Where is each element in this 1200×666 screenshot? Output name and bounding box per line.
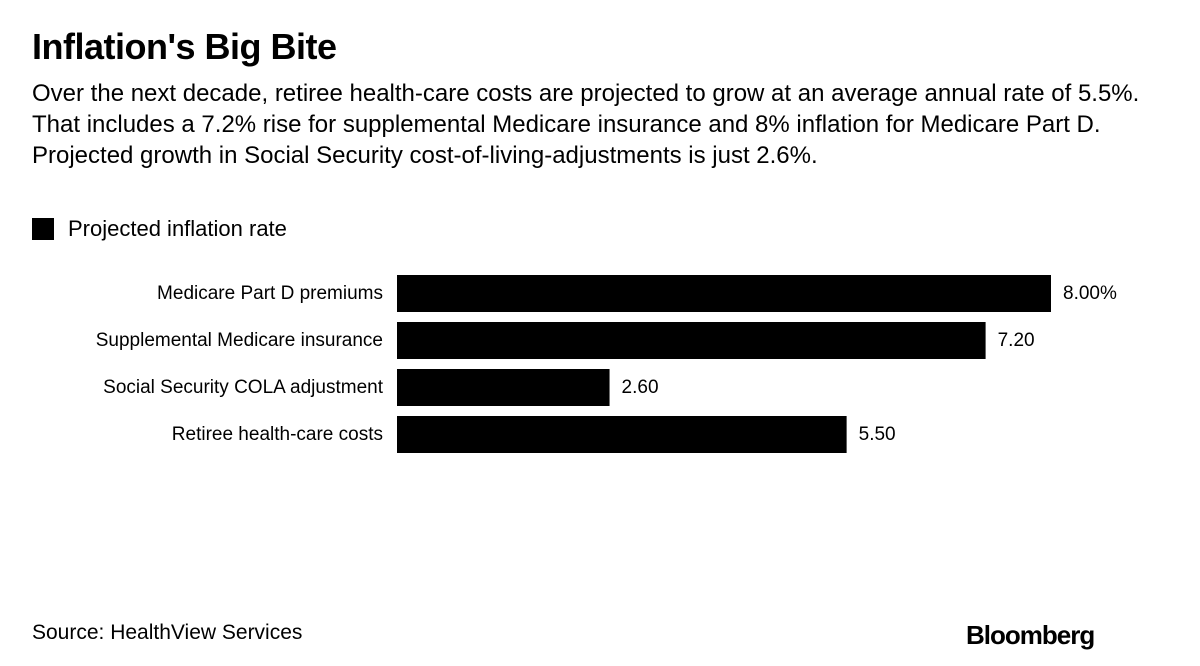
source-note: Source: HealthView Services bbox=[32, 621, 303, 644]
bloomberg-logo: Bloomberg bbox=[966, 620, 1095, 650]
value-label: 2.60 bbox=[622, 377, 659, 398]
bar-chart: Medicare Part D premiums 8.00% Supplementa… bbox=[96, 275, 1117, 453]
value-label: 8.00% bbox=[1063, 283, 1117, 304]
bar bbox=[397, 369, 610, 406]
bar bbox=[397, 322, 986, 359]
category-label: Social Security COLA adjustment bbox=[103, 377, 384, 398]
value-label: 7.20 bbox=[998, 330, 1035, 351]
chart-subtitle: Over the next decade, retiree health-car… bbox=[32, 80, 1140, 169]
bar bbox=[397, 416, 847, 453]
legend: Projected inflation rate bbox=[32, 216, 287, 242]
legend-label: Projected inflation rate bbox=[68, 216, 287, 241]
legend-swatch bbox=[32, 218, 54, 240]
category-label: Medicare Part D premiums bbox=[157, 283, 383, 304]
value-label: 5.50 bbox=[859, 424, 896, 445]
bar bbox=[397, 275, 1051, 312]
category-label: Retiree health-care costs bbox=[172, 424, 383, 445]
chart-title: Inflation's Big Bite bbox=[32, 26, 337, 67]
category-label: Supplemental Medicare insurance bbox=[96, 330, 383, 351]
